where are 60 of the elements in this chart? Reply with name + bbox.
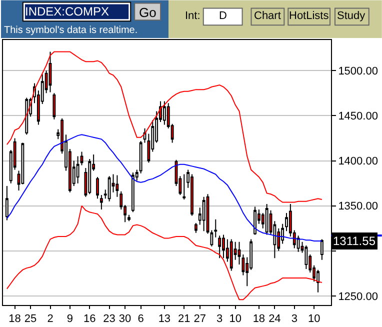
x-tick-label: 25 <box>24 313 37 326</box>
candlestick <box>116 174 119 198</box>
line-series <box>6 134 322 242</box>
candlestick <box>182 174 186 200</box>
x-tick-label: 30 <box>118 313 132 326</box>
x-tick-label: 18 <box>8 313 21 326</box>
y-tick-label: 1500.00 <box>338 66 378 78</box>
candlestick <box>190 174 194 216</box>
candlestick <box>76 156 80 184</box>
x-tick-label: 3 <box>291 313 298 326</box>
candlestick <box>316 269 320 293</box>
x-tick-label: 21 <box>178 313 190 326</box>
chart-title: INDEX:COMPX <box>25 4 110 19</box>
x-tick-label: 27 <box>194 313 206 326</box>
text: Int: <box>185 10 200 22</box>
text: Go <box>139 5 156 20</box>
text: Study <box>337 10 366 22</box>
candlestick <box>139 140 142 174</box>
candlestick <box>254 206 256 236</box>
line-series <box>6 205 322 300</box>
candlestick <box>96 176 99 200</box>
candlestick <box>80 151 84 166</box>
candlestick <box>128 214 130 222</box>
candlestick <box>304 245 308 270</box>
y-tick-label: 1350.00 <box>338 200 378 213</box>
candlestick <box>222 234 225 259</box>
x-tick-label: 23 <box>103 313 116 326</box>
candlestick <box>52 92 56 120</box>
candlestick <box>265 204 268 236</box>
candlestick <box>230 238 233 272</box>
x-tick-label: 10 <box>308 313 320 326</box>
x-tick-label: 18 <box>252 313 266 326</box>
x-tick-label: 13 <box>158 313 171 326</box>
candlestick <box>5 186 8 221</box>
x-tick-label: 24 <box>268 313 281 326</box>
candlestick <box>194 222 198 234</box>
text: Chart <box>254 10 281 22</box>
candlestick <box>25 97 28 136</box>
x-tick-label: 9 <box>66 313 74 326</box>
y-tick-label: 1450.00 <box>338 110 378 123</box>
candlestick <box>218 235 222 259</box>
x-tick-label: 3 <box>216 313 223 326</box>
x-tick-label: 16 <box>84 313 96 326</box>
x-tick-label: 6 <box>138 313 144 326</box>
text: D <box>219 10 227 22</box>
candlestick <box>108 176 111 202</box>
x-tick-label: 10 <box>229 313 242 326</box>
candlestick <box>320 238 324 260</box>
candlestick <box>214 218 218 238</box>
candlestick <box>202 196 206 232</box>
y-tick-label: 1250.00 <box>338 290 378 303</box>
candlestick <box>131 172 134 213</box>
text: HotLists <box>289 10 330 22</box>
x-tick-label: 2 <box>47 313 54 326</box>
y-tick-label: 1400.00 <box>338 156 378 168</box>
chart-subtitle: This symbol's data is realtime. <box>4 25 138 36</box>
candlestick <box>100 194 103 210</box>
text: 1311.55 <box>333 234 376 248</box>
candlestick <box>88 158 92 195</box>
candlestick <box>162 100 166 126</box>
